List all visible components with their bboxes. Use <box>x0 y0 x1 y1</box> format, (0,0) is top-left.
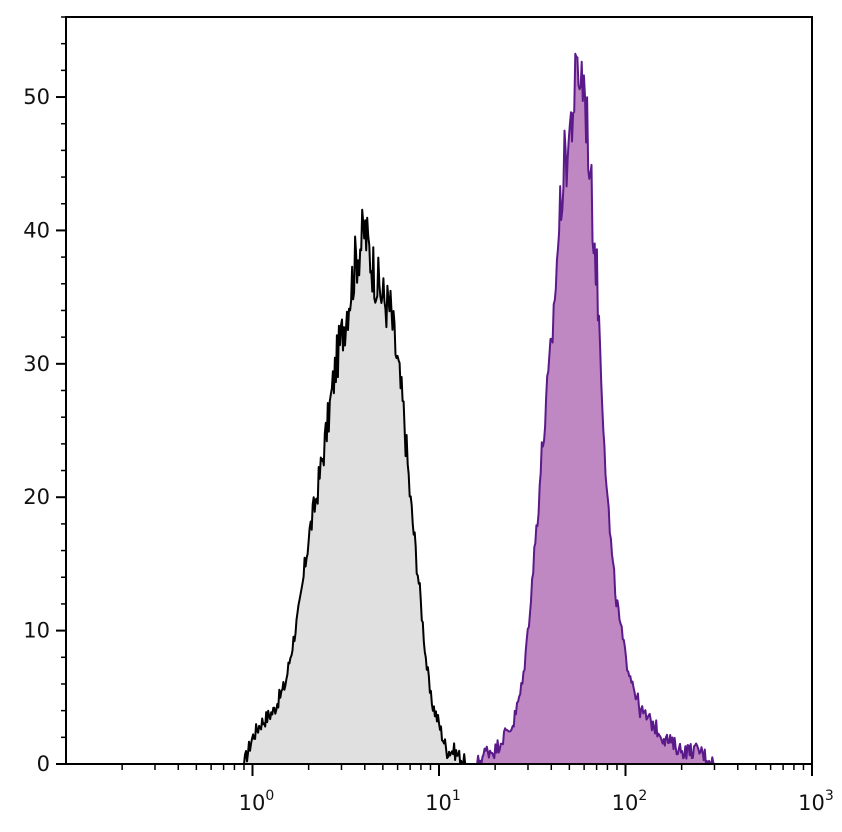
x-tick-label: 102 <box>612 788 648 815</box>
series-2-line <box>476 52 716 765</box>
y-tick-label: 40 <box>23 218 50 242</box>
y-tick-label: 0 <box>37 752 50 776</box>
y-tick-label: 50 <box>23 85 50 109</box>
series-1-line <box>243 208 467 765</box>
x-tick-label: 103 <box>798 788 834 815</box>
y-tick-label: 10 <box>23 619 50 643</box>
y-tick-label: 30 <box>23 352 50 376</box>
plot-background <box>66 17 812 764</box>
plot-area <box>66 17 812 764</box>
y-tick-label: 20 <box>23 485 50 509</box>
axes: 0 10 20 30 40 50 100 101 102 103 <box>23 16 834 815</box>
series-2-fill <box>477 53 715 765</box>
x-tick-label: 100 <box>239 788 275 815</box>
series-1-fill <box>244 209 467 764</box>
series-group <box>243 52 716 765</box>
x-tick-label: 101 <box>425 788 461 815</box>
